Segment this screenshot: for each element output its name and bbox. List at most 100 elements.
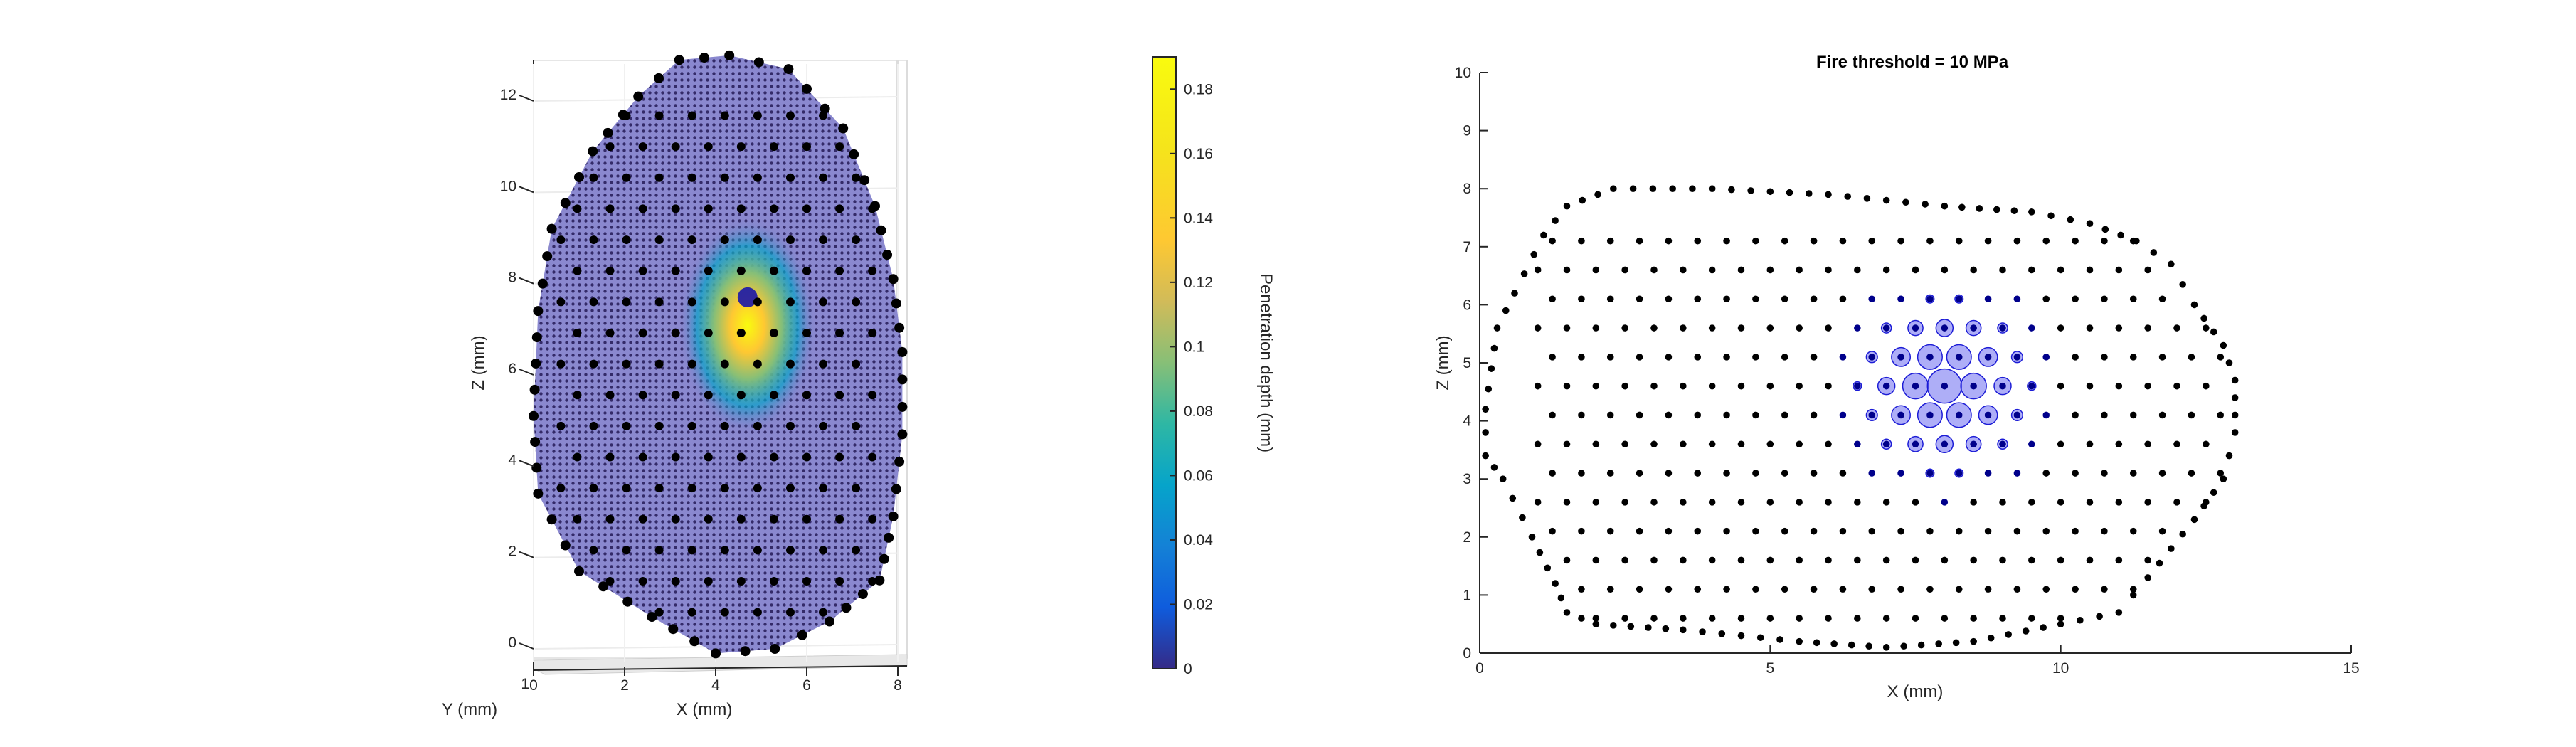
electrode-marker bbox=[2188, 470, 2195, 477]
electrode-marker bbox=[2086, 556, 2094, 564]
electrode-marker bbox=[1737, 440, 1745, 448]
electrode-marker bbox=[753, 359, 762, 369]
electrode-marker bbox=[1544, 564, 1552, 572]
electrode-marker bbox=[1485, 385, 1493, 393]
electrode-marker bbox=[622, 111, 631, 120]
electrode-marker bbox=[1723, 411, 1730, 419]
electrode-marker bbox=[852, 359, 861, 369]
electrode-marker bbox=[1621, 382, 1628, 390]
electrode-marker bbox=[1882, 266, 1890, 274]
electrode-marker bbox=[1629, 185, 1637, 193]
electrode-marker bbox=[835, 142, 844, 152]
electrode-marker bbox=[1955, 411, 1963, 419]
electrode-marker bbox=[2057, 440, 2064, 448]
electrode-marker bbox=[2158, 527, 2166, 535]
electrode-marker bbox=[1737, 324, 1745, 332]
electrode-marker bbox=[2096, 613, 2103, 620]
electrode-marker bbox=[1528, 534, 1536, 541]
electrode-marker bbox=[1592, 324, 1600, 332]
electrode-marker bbox=[1970, 556, 1977, 564]
electrode-marker bbox=[1825, 615, 1832, 622]
electrode-marker bbox=[1490, 344, 1498, 352]
electrode-marker bbox=[825, 616, 834, 627]
electrode-marker bbox=[2072, 411, 2079, 419]
electrode-marker bbox=[1621, 266, 1628, 274]
electrode-marker bbox=[1882, 644, 1890, 651]
electrode-marker bbox=[2129, 586, 2137, 593]
electrode-marker bbox=[882, 250, 893, 260]
electrode-marker bbox=[1897, 237, 1904, 245]
electrode-marker bbox=[654, 173, 664, 182]
electrode-marker bbox=[1810, 354, 1818, 361]
electrode-marker bbox=[704, 266, 713, 275]
electrode-marker bbox=[1694, 586, 1702, 593]
electrode-marker bbox=[622, 421, 631, 430]
x-tick-label: 6 bbox=[802, 677, 811, 694]
electrode-marker bbox=[1955, 295, 1963, 303]
electrode-marker bbox=[1882, 196, 1890, 204]
electrode-marker bbox=[1786, 189, 1793, 196]
electrode-marker bbox=[1499, 475, 1507, 482]
electrode-marker bbox=[529, 384, 540, 395]
electrode-marker bbox=[654, 235, 664, 245]
electrode-marker bbox=[2101, 470, 2108, 477]
electrode-marker bbox=[2129, 411, 2137, 419]
electrode-marker bbox=[1549, 237, 1556, 245]
electrode-marker bbox=[720, 359, 729, 369]
electrode-marker bbox=[1482, 406, 1489, 413]
electrode-marker bbox=[1592, 499, 1600, 506]
electrode-marker bbox=[1912, 556, 1919, 564]
electrode-marker bbox=[2101, 411, 2108, 419]
chart-title: Fire threshold = 10 MPa bbox=[1816, 53, 2009, 72]
x-tick-label: 15 bbox=[2343, 660, 2359, 677]
electrode-marker bbox=[720, 608, 729, 617]
electrode-marker bbox=[704, 514, 713, 524]
electrode-marker bbox=[2042, 354, 2050, 361]
electrode-marker bbox=[2220, 475, 2227, 482]
electrode-marker bbox=[2129, 591, 2137, 599]
z-tick-label: 12 bbox=[500, 87, 516, 103]
electrode-marker bbox=[1636, 411, 1643, 419]
electrode-marker bbox=[1578, 470, 1585, 477]
electrode-marker bbox=[1796, 556, 1803, 564]
x-axis-ticks: 0 2 4 6 8 bbox=[529, 667, 902, 694]
electrode-marker bbox=[1752, 586, 1759, 593]
electrode-marker bbox=[849, 149, 859, 159]
electrode-marker bbox=[2190, 516, 2198, 524]
electrode-marker bbox=[2057, 615, 2064, 622]
electrode-marker bbox=[720, 297, 729, 307]
electrode-marker bbox=[2231, 394, 2239, 401]
electrode-marker bbox=[1999, 440, 2006, 448]
electrode-marker bbox=[1606, 470, 1614, 477]
electrode-marker bbox=[2101, 295, 2108, 303]
electrode-marker bbox=[1650, 556, 1658, 564]
electrode-marker bbox=[2013, 237, 2021, 245]
electrode-marker bbox=[1912, 615, 1919, 622]
electrode-marker bbox=[589, 173, 598, 182]
electrode-marker bbox=[605, 266, 615, 275]
electrode-marker bbox=[638, 266, 647, 275]
electrode-marker bbox=[1511, 290, 1518, 297]
electrode-marker bbox=[1563, 609, 1571, 616]
electrode-marker bbox=[1865, 642, 1872, 650]
electrode-marker bbox=[897, 346, 908, 357]
electrode-marker bbox=[2158, 354, 2166, 361]
electrode-marker bbox=[1636, 470, 1643, 477]
electrode-marker bbox=[1610, 185, 1617, 193]
electrode-marker bbox=[1882, 556, 1890, 564]
electrode-marker bbox=[1941, 324, 1949, 332]
electrode-marker bbox=[1493, 324, 1501, 332]
y-tick-label: 7 bbox=[1463, 239, 1471, 255]
electrode-marker bbox=[1912, 266, 1919, 274]
electrode-marker bbox=[1825, 440, 1832, 448]
electrode-marker bbox=[530, 437, 541, 447]
electrode-marker bbox=[2042, 586, 2050, 593]
electrode-marker bbox=[1810, 411, 1818, 419]
electrode-marker bbox=[622, 484, 631, 493]
electrode-marker bbox=[605, 142, 615, 152]
electrode-marker bbox=[2042, 470, 2050, 477]
electrode-marker bbox=[654, 111, 664, 120]
electrode-marker bbox=[2013, 470, 2021, 477]
electrode-marker bbox=[687, 421, 696, 430]
